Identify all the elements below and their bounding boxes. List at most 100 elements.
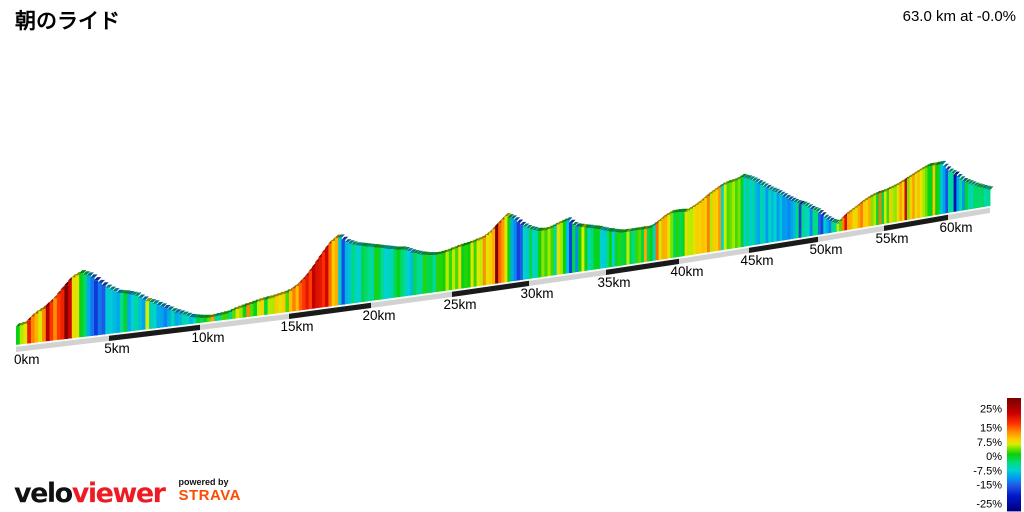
gradient-bar (257, 301, 262, 316)
platform-front-face (749, 236, 818, 253)
platform-top-edge (109, 323, 200, 336)
gradient-bar (354, 245, 359, 303)
bar-top-face (779, 191, 786, 195)
bar-top-face (145, 298, 153, 302)
gradient-bar (798, 204, 802, 238)
gradient-bar (641, 229, 645, 263)
bar-top-face (185, 312, 193, 316)
gradient-bar (599, 229, 604, 269)
logo-velo-text: velo (14, 477, 73, 509)
gradient-bar (773, 192, 778, 242)
bar-top-face (538, 227, 545, 231)
distance-axis-labels: 0km 5km 10km 15km 20km 25km 30km 35km 40km 45km 50… (14, 220, 973, 367)
gradient-bar (575, 226, 579, 273)
platform-front-face (948, 207, 990, 220)
gradient-bar (544, 230, 548, 277)
bar-top-face (357, 242, 365, 246)
gradient-bar (302, 279, 306, 310)
bar-top-face (116, 289, 124, 293)
platform-front-face (818, 225, 884, 242)
gradient-bar (782, 196, 786, 241)
bar-top-face (529, 226, 536, 230)
bar-top-face (94, 277, 102, 281)
bar-top-face (962, 178, 969, 182)
gradient-bar (644, 229, 648, 263)
gradient-bar (652, 225, 657, 261)
gradient-bar (833, 222, 837, 233)
axis-tick-label: 40km (670, 264, 703, 279)
bar-top-face (344, 239, 352, 243)
axis-tick-label: 25km (443, 297, 476, 312)
gradient-bar (473, 241, 478, 287)
gradient-bar (318, 257, 323, 308)
gradient-bar (492, 229, 496, 285)
gradient-bar (390, 249, 395, 299)
gradient-bar (393, 249, 398, 298)
gradient-bar (109, 289, 114, 334)
gradient-bar (529, 229, 533, 279)
bar-top-face (757, 180, 764, 184)
strava-badge-link[interactable]: powered by STRAVA (178, 477, 240, 507)
gradient-bar (889, 188, 893, 223)
bar-top-face (413, 250, 420, 254)
bar-top-face (170, 308, 178, 312)
gradient-bar (42, 308, 47, 342)
bar-top-face (390, 246, 398, 250)
gradient-bar (855, 207, 859, 229)
gradient-bar (185, 315, 190, 325)
gradient-bar (881, 192, 885, 225)
platform-top-edge (452, 279, 529, 292)
gradient-bar (984, 188, 988, 207)
gradient-bar (721, 185, 725, 251)
gradient-bar (959, 179, 963, 211)
ride-title: 朝のライド (15, 9, 120, 33)
bar-top-face (771, 187, 778, 191)
gradient-bar (525, 228, 530, 280)
bar-top-face (578, 223, 585, 227)
bar-top-face (429, 252, 436, 256)
gradient-bar (899, 183, 903, 222)
gradient-bar (815, 211, 819, 236)
gradient-bar (611, 231, 616, 267)
bar-top-face (416, 250, 423, 254)
gradient-bar (844, 215, 848, 231)
gradient-bar (894, 186, 898, 222)
bar-top-face (984, 185, 991, 189)
gradient-bar (152, 303, 157, 329)
gradient-bar (281, 293, 286, 313)
bar-top-face (138, 294, 146, 298)
bar-top-face (831, 219, 838, 223)
gradient-bar (127, 294, 132, 332)
gradient-bar (860, 203, 864, 228)
bar-top-face (754, 178, 761, 182)
bar-top-face (953, 171, 960, 175)
gradient-bar (535, 230, 539, 278)
bar-top-face (348, 240, 355, 244)
gradient-bar (498, 222, 502, 284)
gradient-bar (295, 285, 300, 311)
gradient-bar (485, 234, 490, 285)
gradient-bar (718, 187, 722, 251)
bar-top-face (396, 246, 404, 250)
bar-top-face (338, 234, 345, 238)
bar-top-face (751, 177, 758, 181)
elevation-bars[interactable] (16, 160, 994, 345)
gradient-bar (553, 226, 558, 276)
bar-top-face (787, 196, 794, 200)
gradient-bar (232, 310, 237, 319)
veloviewer-logo-link[interactable]: veloviewer (14, 477, 166, 509)
bar-top-face (945, 166, 952, 170)
gradient-bar (264, 299, 269, 315)
bar-top-face (611, 228, 619, 232)
gradient-bar (847, 213, 851, 230)
gradient-bar (167, 309, 172, 327)
platform-top-edge (679, 246, 749, 259)
gradient-bar (413, 253, 417, 296)
axis-tick-label: 35km (597, 275, 630, 290)
distance-gradient-readout: 63.0 km at -0.0% (902, 8, 1016, 25)
bar-top-face (784, 194, 792, 199)
bar-top-face (109, 286, 117, 290)
gradient-bar (174, 312, 179, 326)
bar-top-face (572, 222, 579, 226)
